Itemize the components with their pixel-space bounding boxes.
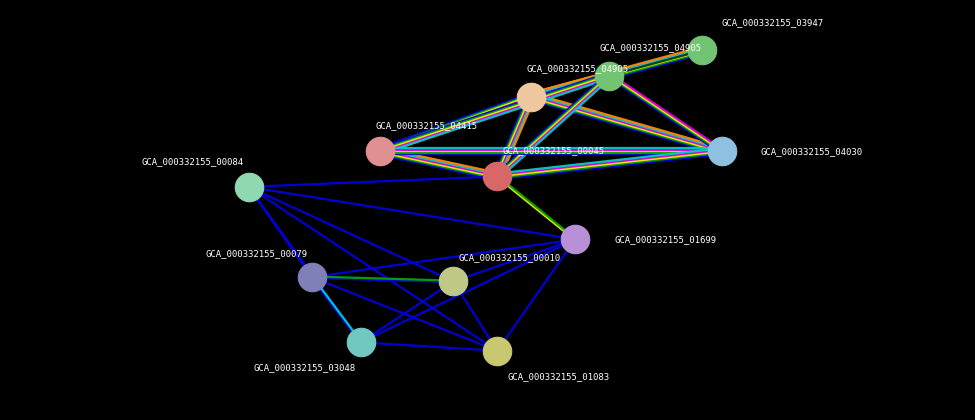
Text: GCA_000332155_04415: GCA_000332155_04415 [375,121,478,130]
Text: GCA_000332155_00079: GCA_000332155_00079 [205,249,307,258]
Text: GCA_000332155_04905: GCA_000332155_04905 [600,44,702,52]
Point [694,47,710,54]
Point [446,278,461,285]
Point [524,93,539,100]
Point [567,236,583,243]
Text: GCA_000332155_01083: GCA_000332155_01083 [507,372,609,381]
Text: GCA_000332155_00045: GCA_000332155_00045 [502,147,604,155]
Text: GCA_000332155_00084: GCA_000332155_00084 [141,157,244,166]
Text: GCA_000332155_03947: GCA_000332155_03947 [722,18,824,27]
Text: GCA_000332155_04030: GCA_000332155_04030 [760,147,863,156]
Point [241,184,256,190]
Point [353,339,369,346]
Point [714,148,729,155]
Text: GCA_000332155_00010: GCA_000332155_00010 [458,254,561,262]
Point [602,72,617,79]
Point [489,347,505,354]
Point [304,274,320,281]
Text: GCA_000332155_01699: GCA_000332155_01699 [614,235,717,244]
Text: GCA_000332155_04905: GCA_000332155_04905 [526,65,629,73]
Text: GCA_000332155_03048: GCA_000332155_03048 [254,363,356,372]
Point [372,148,388,155]
Point [489,173,505,180]
